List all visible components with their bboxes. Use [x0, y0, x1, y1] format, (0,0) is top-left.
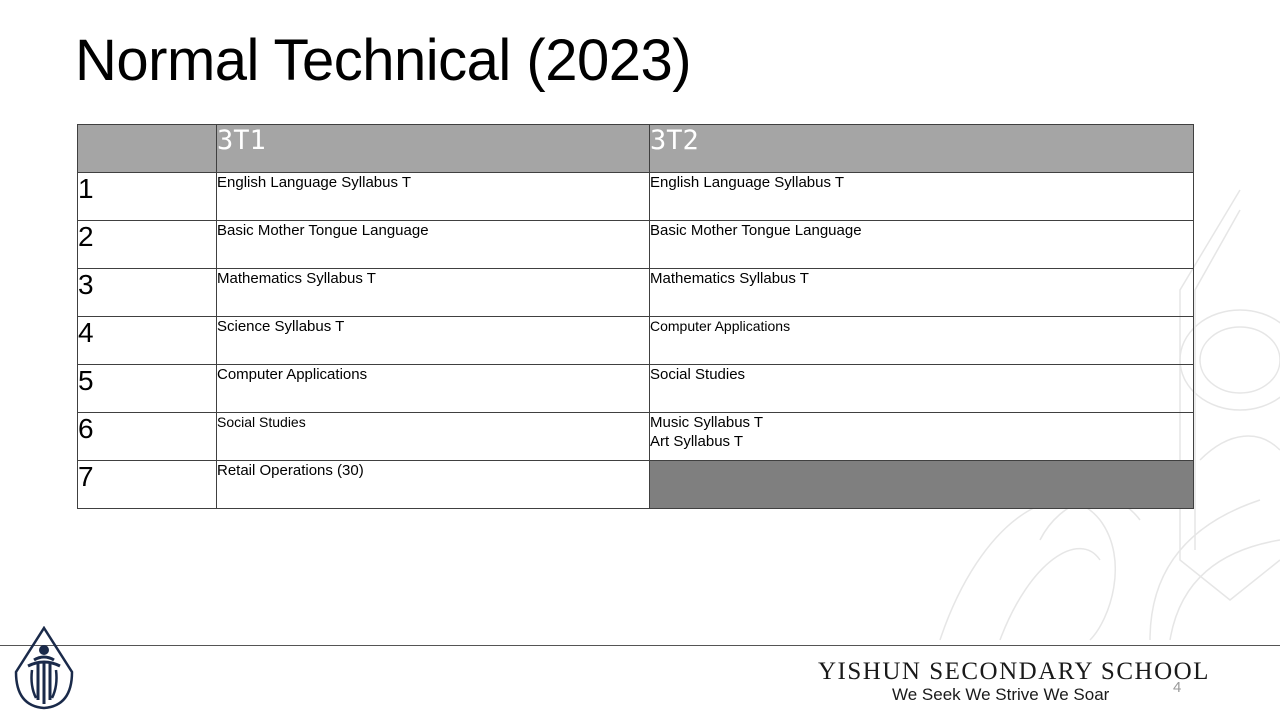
header-3t1: 3T1 [216, 124, 650, 173]
row-number: 5 [77, 364, 217, 413]
school-crest-icon [14, 626, 74, 710]
subject-text: Basic Mother Tongue Language [217, 222, 429, 239]
empty-cell [649, 460, 1194, 509]
subject-text: Social Studies [650, 366, 746, 383]
table-row: 1 English Language Syllabus T English La… [77, 172, 1194, 221]
school-motto: We Seek We Strive We Soar [892, 685, 1110, 704]
header-blank-cell [77, 124, 217, 173]
subject-cell-3t2: Social Studies [649, 364, 1194, 413]
table-row: 3 Mathematics Syllabus T Mathematics Syl… [77, 268, 1194, 317]
subject-cell-3t2: Basic Mother Tongue Language [649, 220, 1194, 269]
subject-text: Computer Applications [217, 366, 368, 383]
subject-text: Social Studies [217, 414, 306, 430]
row-number: 3 [77, 268, 217, 317]
subject-cell-3t1: Basic Mother Tongue Language [216, 220, 650, 269]
subject-text: Mathematics Syllabus T [217, 270, 376, 287]
subject-cell-3t1: Computer Applications [216, 364, 650, 413]
subject-cell-3t1: Mathematics Syllabus T [216, 268, 650, 317]
subject-text: Art Syllabus T [650, 433, 744, 450]
subject-cell-3t2: Computer Applications [649, 316, 1194, 365]
subject-text: Computer Applications [650, 318, 791, 334]
subject-text: English Language Syllabus T [650, 174, 845, 191]
page-number: 4 [1173, 679, 1182, 696]
header-3t2: 3T2 [649, 124, 1194, 173]
row-number: 2 [77, 220, 217, 269]
subject-cell-3t1: Science Syllabus T [216, 316, 650, 365]
subject-text: Science Syllabus T [217, 318, 345, 335]
subject-text: Basic Mother Tongue Language [650, 222, 862, 239]
subject-text: Music Syllabus T [650, 414, 764, 431]
table-row: 7 Retail Operations (30) [77, 460, 1194, 509]
table-row: 4 Science Syllabus T Computer Applicatio… [77, 316, 1194, 365]
subject-cell-3t1: English Language Syllabus T [216, 172, 650, 221]
table-row: 6 Social Studies Music Syllabus T Art Sy… [77, 412, 1194, 461]
subject-cell-3t2: Music Syllabus T Art Syllabus T [649, 412, 1194, 461]
subject-text: English Language Syllabus T [217, 174, 412, 191]
school-name: YISHUN SECONDARY SCHOOL [818, 658, 1210, 685]
subject-text: Retail Operations (30) [217, 462, 364, 479]
row-number: 7 [77, 460, 217, 509]
table-header-row: 3T1 3T2 [77, 124, 1194, 173]
subject-text: Mathematics Syllabus T [650, 270, 809, 287]
row-number: 4 [77, 316, 217, 365]
table-row: 2 Basic Mother Tongue Language Basic Mot… [77, 220, 1194, 269]
subjects-table: 3T1 3T2 1 English Language Syllabus T En… [77, 124, 1194, 509]
row-number: 1 [77, 172, 217, 221]
subject-cell-3t1: Retail Operations (30) [216, 460, 650, 509]
subject-cell-3t2: Mathematics Syllabus T [649, 268, 1194, 317]
row-number: 6 [77, 412, 217, 461]
footer-divider [0, 645, 1280, 646]
subject-cell-3t1: Social Studies [216, 412, 650, 461]
table-row: 5 Computer Applications Social Studies [77, 364, 1194, 413]
subject-cell-3t2: English Language Syllabus T [649, 172, 1194, 221]
slide-title: Normal Technical (2023) [75, 28, 692, 93]
